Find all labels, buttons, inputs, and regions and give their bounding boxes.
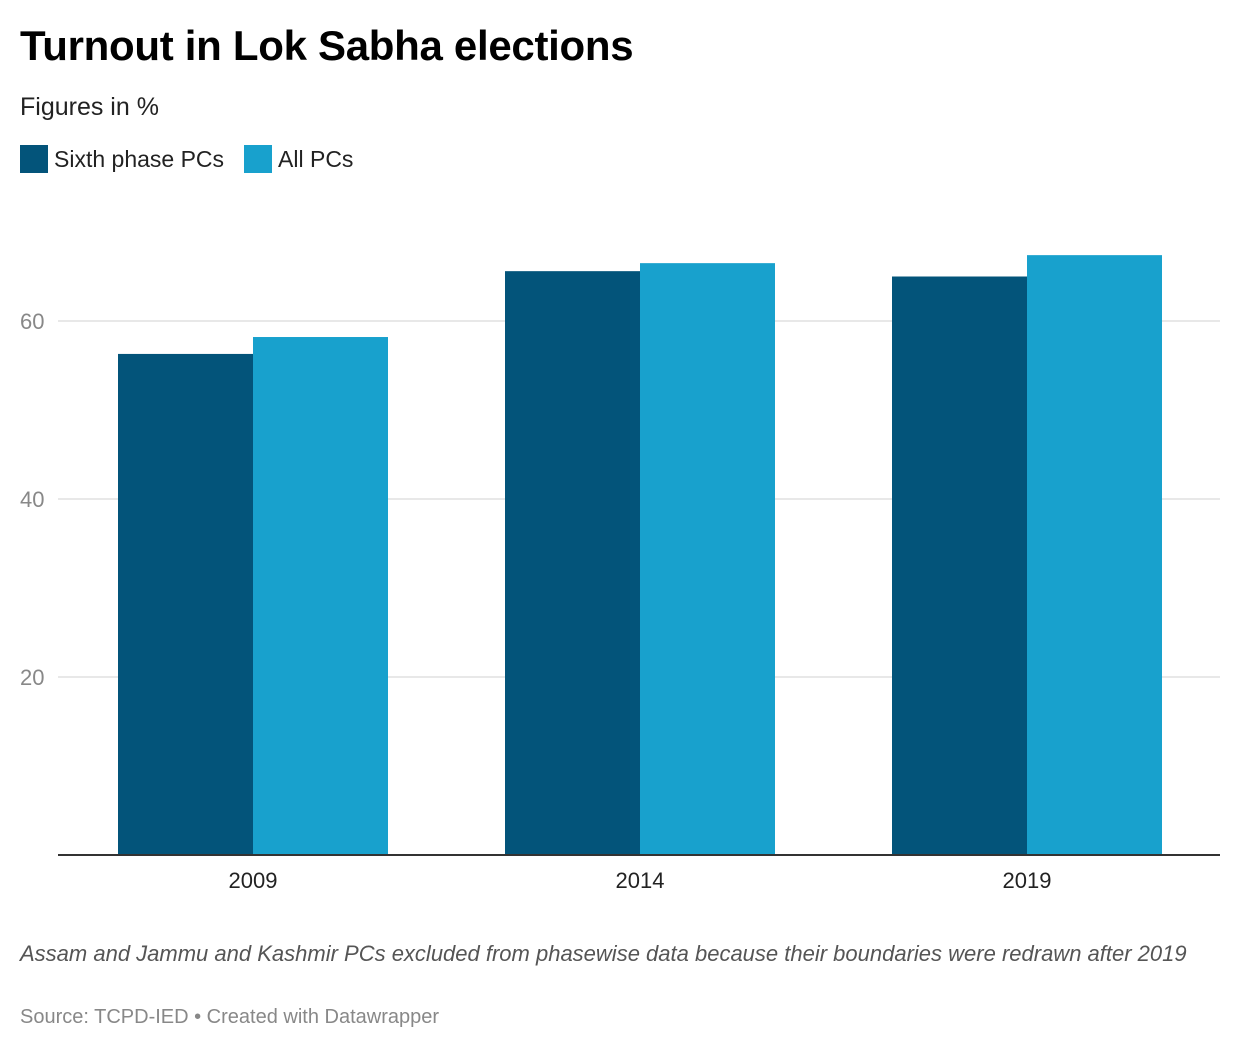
legend-label-all-pcs: All PCs [278, 145, 354, 172]
bar-all-pcs-2009 [253, 337, 388, 855]
x-tick-label-2014: 2014 [616, 868, 665, 893]
bar-sixth-phase-2019 [892, 276, 1027, 855]
y-tick-label-40: 40 [20, 487, 44, 512]
bar-sixth-phase-2009 [118, 353, 253, 855]
x-axis: 2009 2014 2019 [58, 854, 1220, 893]
bar-all-pcs-2019 [1027, 255, 1162, 855]
legend-swatch-sixth-phase [20, 145, 48, 173]
legend-label-sixth-phase: Sixth phase PCs [54, 145, 225, 172]
legend-item-all-pcs: All PCs [244, 145, 353, 173]
bar-chart: 20 40 60 2009 2014 2019 [20, 255, 1220, 893]
bar-all-pcs-2014 [640, 263, 775, 855]
y-tick-label-20: 20 [20, 665, 44, 690]
x-tick-label-2009: 2009 [229, 868, 278, 893]
legend-swatch-all-pcs [244, 145, 273, 173]
y-tick-label-60: 60 [20, 309, 44, 334]
chart-note: Assam and Jammu and Kashmir PCs excluded… [20, 941, 1187, 966]
bars [118, 255, 1162, 855]
x-tick-label-2019: 2019 [1003, 868, 1052, 893]
chart-title: Turnout in Lok Sabha elections [20, 22, 634, 69]
chart-subtitle: Figures in % [20, 93, 159, 121]
chart-source: Source: TCPD-IED • Created with Datawrap… [20, 1006, 440, 1028]
bar-sixth-phase-2014 [505, 271, 640, 855]
legend: Sixth phase PCs All PCs [20, 145, 373, 173]
legend-item-sixth-phase: Sixth phase PCs [20, 145, 224, 173]
